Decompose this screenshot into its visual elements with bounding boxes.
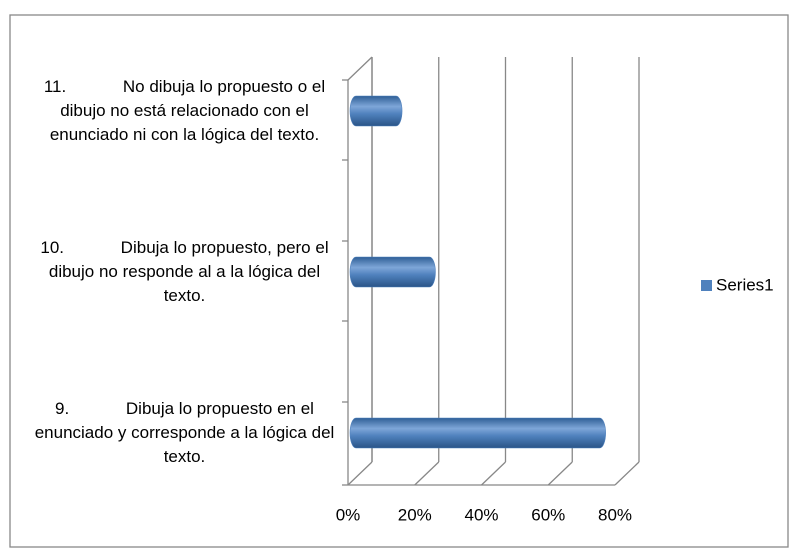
bar xyxy=(349,417,606,449)
floor-grid-line xyxy=(481,461,506,486)
bar xyxy=(349,95,403,127)
floor-grid-line xyxy=(547,461,573,486)
floor-grid-line xyxy=(614,461,640,486)
floor-grid-line xyxy=(347,461,373,486)
chart-border xyxy=(9,14,789,548)
bar xyxy=(349,256,436,288)
x-tick-label: 0% xyxy=(336,505,361,524)
x-tick-label: 60% xyxy=(531,505,565,524)
legend-label: Series1 xyxy=(716,275,774,294)
x-tick-label: 80% xyxy=(598,505,632,524)
legend-swatch xyxy=(701,280,712,291)
x-tick-label: 40% xyxy=(464,505,498,524)
x-tick-label: 20% xyxy=(398,505,432,524)
y-tick-label: 11. No dibuja lo propuesto o el dibujo n… xyxy=(43,77,330,144)
floor-grid-line xyxy=(414,461,440,486)
y-tick-label: 10. Dibuja lo propuesto, pero el dibujo … xyxy=(40,238,334,305)
y-tick-label: 9. Dibuja lo propuesto en el enunciado y… xyxy=(34,399,340,466)
